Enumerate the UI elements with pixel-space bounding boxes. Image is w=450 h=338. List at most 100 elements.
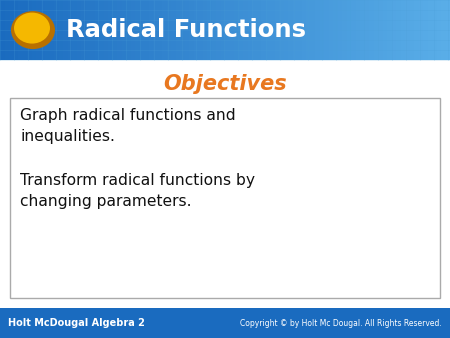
- Bar: [112, 0, 118, 60]
- Bar: [297, 0, 302, 60]
- Bar: [0, 0, 5, 60]
- Bar: [212, 0, 217, 60]
- Bar: [320, 0, 325, 60]
- Bar: [207, 0, 212, 60]
- Bar: [410, 0, 415, 60]
- Bar: [230, 0, 235, 60]
- Bar: [324, 0, 329, 60]
- Bar: [94, 0, 100, 60]
- Bar: [158, 0, 163, 60]
- Bar: [63, 0, 68, 60]
- Bar: [0, 308, 450, 338]
- Bar: [50, 0, 55, 60]
- Text: Objectives: Objectives: [163, 74, 287, 94]
- Bar: [153, 0, 158, 60]
- Bar: [374, 0, 379, 60]
- Ellipse shape: [11, 11, 55, 49]
- Bar: [18, 0, 23, 60]
- Bar: [27, 0, 32, 60]
- Bar: [40, 0, 46, 60]
- Bar: [0, 60, 450, 308]
- Bar: [225, 0, 230, 60]
- Bar: [423, 0, 428, 60]
- Ellipse shape: [14, 13, 50, 44]
- Bar: [360, 0, 365, 60]
- Bar: [81, 0, 86, 60]
- Bar: [306, 0, 311, 60]
- Bar: [432, 0, 437, 60]
- Bar: [90, 0, 95, 60]
- Bar: [216, 0, 221, 60]
- Bar: [400, 0, 406, 60]
- Bar: [252, 0, 257, 60]
- Bar: [144, 0, 149, 60]
- Bar: [351, 0, 356, 60]
- Text: Holt McDougal Algebra 2: Holt McDougal Algebra 2: [8, 318, 145, 328]
- Bar: [76, 0, 82, 60]
- Bar: [238, 0, 244, 60]
- Bar: [328, 0, 334, 60]
- Bar: [99, 0, 104, 60]
- Bar: [441, 0, 446, 60]
- Bar: [126, 0, 131, 60]
- Bar: [184, 0, 190, 60]
- Bar: [346, 0, 352, 60]
- Bar: [342, 0, 347, 60]
- Text: Copyright © by Holt Mc Dougal. All Rights Reserved.: Copyright © by Holt Mc Dougal. All Right…: [240, 319, 442, 328]
- Bar: [256, 0, 262, 60]
- Bar: [414, 0, 419, 60]
- Bar: [171, 0, 176, 60]
- Bar: [378, 0, 383, 60]
- Bar: [202, 0, 208, 60]
- Bar: [135, 0, 140, 60]
- Bar: [162, 0, 167, 60]
- Bar: [310, 0, 316, 60]
- Bar: [86, 0, 91, 60]
- Bar: [166, 0, 172, 60]
- Bar: [396, 0, 401, 60]
- Bar: [122, 0, 127, 60]
- Bar: [117, 0, 122, 60]
- Bar: [292, 0, 298, 60]
- Bar: [198, 0, 203, 60]
- Bar: [10, 98, 440, 298]
- Bar: [68, 0, 73, 60]
- Bar: [288, 0, 293, 60]
- Bar: [418, 0, 424, 60]
- Bar: [428, 0, 433, 60]
- Bar: [36, 0, 41, 60]
- Bar: [72, 0, 77, 60]
- Bar: [333, 0, 338, 60]
- Bar: [392, 0, 397, 60]
- Bar: [104, 0, 109, 60]
- Bar: [58, 0, 64, 60]
- Text: Transform radical functions by
changing parameters.: Transform radical functions by changing …: [20, 173, 255, 209]
- Bar: [176, 0, 181, 60]
- Text: Graph radical functions and
inequalities.: Graph radical functions and inequalities…: [20, 108, 236, 144]
- Bar: [234, 0, 239, 60]
- Bar: [446, 0, 450, 60]
- Bar: [369, 0, 374, 60]
- Bar: [194, 0, 199, 60]
- Bar: [284, 0, 289, 60]
- Bar: [387, 0, 392, 60]
- Bar: [32, 0, 37, 60]
- Bar: [302, 0, 307, 60]
- Bar: [364, 0, 370, 60]
- Bar: [130, 0, 136, 60]
- Bar: [356, 0, 361, 60]
- Bar: [189, 0, 194, 60]
- Bar: [266, 0, 271, 60]
- Bar: [315, 0, 320, 60]
- Bar: [243, 0, 248, 60]
- Bar: [338, 0, 343, 60]
- Bar: [261, 0, 266, 60]
- Bar: [22, 0, 28, 60]
- Bar: [180, 0, 185, 60]
- Bar: [140, 0, 145, 60]
- Bar: [270, 0, 275, 60]
- Bar: [9, 0, 14, 60]
- Bar: [248, 0, 253, 60]
- Bar: [54, 0, 59, 60]
- Bar: [148, 0, 154, 60]
